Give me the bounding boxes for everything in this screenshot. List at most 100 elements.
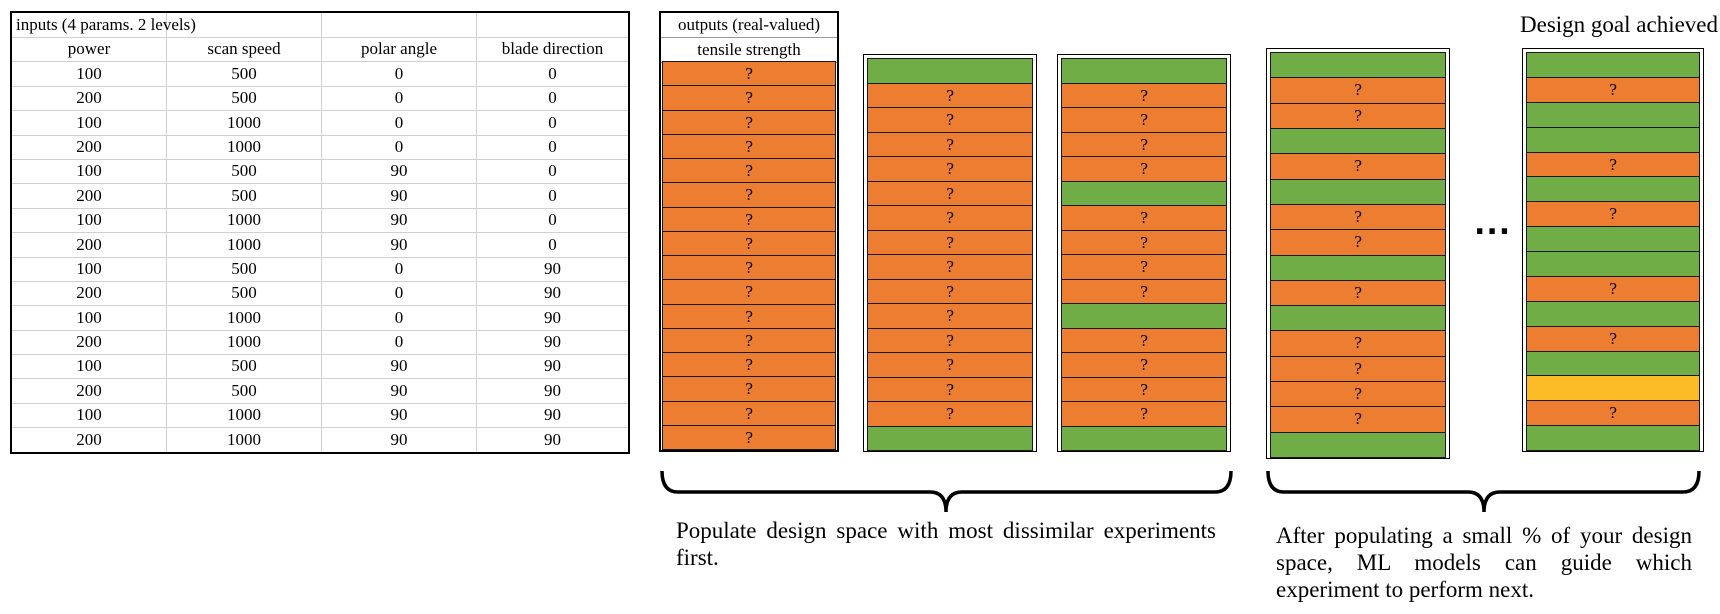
table-cell: 90	[477, 354, 628, 380]
output-column-5: ??????	[1522, 48, 1704, 452]
table-cell: 100	[12, 305, 167, 331]
output-cell-orange: ?	[1270, 381, 1446, 408]
header-power: power	[12, 37, 167, 63]
table-cell: 500	[167, 354, 322, 380]
output-cell-orange: ?	[1526, 275, 1700, 302]
table-cell: 0	[477, 86, 628, 112]
table-cell: 0	[477, 62, 628, 87]
table-row: 200 1000 90 0	[12, 232, 628, 258]
table-cell: 90	[322, 183, 477, 209]
table-cell: 90	[544, 429, 561, 449]
output-cell-green	[1061, 180, 1227, 206]
output-column-4: ??????????	[1266, 48, 1450, 459]
output-cell-green	[867, 425, 1033, 451]
output-cell-orange: ?	[662, 230, 836, 256]
header-polar-angle: polar angle	[322, 37, 477, 63]
table-cell: 90	[477, 403, 628, 429]
output-cell-orange: ?	[662, 61, 836, 87]
column-cells: ????????????????	[662, 61, 836, 450]
output-cell-orange: ?	[1061, 156, 1227, 182]
output-cell-orange: ?	[662, 109, 836, 135]
table-cell: 0	[477, 111, 628, 136]
table-row: 100 1000 0 90	[12, 305, 628, 331]
right-brace	[1266, 470, 1701, 513]
table-cell: 1000	[167, 110, 322, 136]
output-cell-orange: ?	[662, 279, 836, 305]
ellipsis: ...	[1474, 207, 1512, 242]
output-cell-green	[1526, 425, 1700, 451]
table-cell: 90	[477, 330, 628, 356]
design-goal-label: Design goal achieved	[1520, 12, 1718, 37]
inputs-table: inputs (4 params. 2 levels) power scan s…	[10, 11, 630, 455]
output-cell-green	[1526, 226, 1700, 252]
output-cell-orange: ?	[662, 400, 836, 426]
table-cell: 90	[477, 306, 628, 331]
table-row: 100 1000 90 0	[12, 208, 628, 234]
output-cell-orange: ?	[867, 229, 1033, 255]
table-cell: 0	[477, 233, 628, 258]
blank-cell	[167, 13, 322, 38]
table-row: 200 500 0 90	[12, 281, 628, 307]
table-row: 200 500 90 0	[12, 183, 628, 209]
table-cell: 0	[322, 281, 477, 307]
output-cell-orange: ?	[1270, 330, 1446, 357]
table-cell: 0	[322, 110, 477, 136]
output-cell-orange: ?	[867, 352, 1033, 378]
table-cell: 1000	[167, 330, 322, 356]
caption-right: After populating a small % of your desig…	[1276, 523, 1692, 602]
output-cell-orange: ?	[867, 254, 1033, 280]
table-cell: 0	[477, 208, 628, 234]
table-cell: 90	[322, 354, 477, 380]
table-row: 200 500 0 0	[12, 86, 628, 112]
output-cell-orange: ?	[867, 131, 1033, 157]
table-cell: 200	[12, 330, 167, 356]
table-row: 200 1000 90 90	[12, 427, 628, 453]
output-column-3: ????????????	[1057, 54, 1231, 452]
output-cell-orange: ?	[1526, 201, 1700, 228]
output-cell-orange: ?	[662, 255, 836, 281]
output-cell-green	[1526, 350, 1700, 377]
table-cell: 200	[12, 183, 167, 209]
output-cell-green	[1270, 178, 1446, 205]
output-cell-green	[1526, 176, 1700, 203]
table-cell: 90	[477, 379, 628, 404]
output-cell-green	[1270, 431, 1446, 458]
output-cell-green	[1270, 305, 1446, 332]
left-brace	[660, 470, 1233, 513]
output-cell-green	[1526, 101, 1700, 128]
table-row: 200 500 90 90	[12, 378, 628, 404]
output-cell-orange: ?	[1061, 327, 1227, 353]
table-row: 100 500 0 90	[12, 256, 628, 282]
column-cells: ????????????	[1061, 58, 1227, 451]
output-cell-orange: ?	[1061, 352, 1227, 378]
output-cell-orange: ?	[1061, 401, 1227, 427]
table-cell: 1000	[167, 403, 322, 429]
table-cell: 90	[322, 403, 477, 429]
output-cell-orange: ?	[1061, 205, 1227, 231]
table-cell: 90	[322, 232, 477, 258]
header-blade-direction: blade direction	[477, 37, 628, 63]
output-cell-orange: ?	[662, 424, 836, 450]
table-cell: 1000	[167, 208, 322, 234]
table-row: 100 500 90 0	[12, 159, 628, 185]
output-cell-orange: ?	[867, 156, 1033, 182]
output-column-1: ????????????????	[659, 11, 839, 452]
output-cell-green	[1526, 52, 1700, 78]
table-cell: 200	[12, 427, 167, 453]
table-cell: 0	[322, 256, 477, 282]
blank-cell	[477, 13, 628, 38]
output-cell-green	[1526, 251, 1700, 277]
table-cell: 1000	[167, 232, 322, 258]
table-cell: 100	[12, 208, 167, 234]
table-cell: 100	[12, 354, 167, 380]
header-scan-speed: scan speed	[167, 37, 322, 63]
output-cell-orange: ?	[1270, 355, 1446, 383]
table-row: 200 1000 0 90	[12, 330, 628, 356]
output-cell-orange: ?	[1061, 229, 1227, 255]
table-cell: 90	[322, 159, 477, 185]
table-cell: 100	[12, 110, 167, 136]
output-cell-orange: ?	[867, 107, 1033, 133]
output-cell-orange: ?	[1270, 203, 1446, 231]
output-cell-orange: ?	[1526, 151, 1700, 178]
table-body: 100 500 0 0 200 500 0 0 100 1000 0 0 200 1000 0 0 100 500…	[12, 61, 628, 453]
